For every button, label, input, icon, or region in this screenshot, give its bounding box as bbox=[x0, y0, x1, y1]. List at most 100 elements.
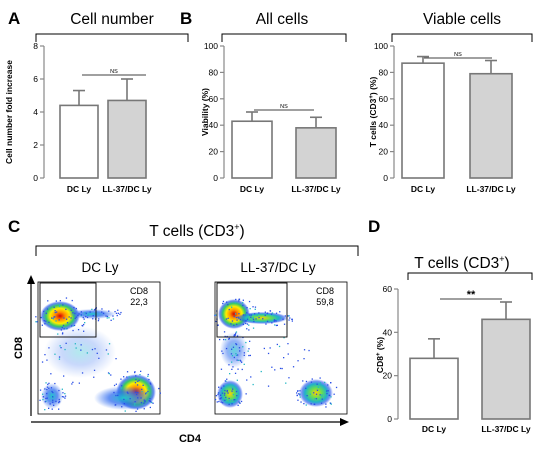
viable-cells-bar-0 bbox=[401, 62, 445, 179]
flow0-event-3-55 bbox=[115, 394, 117, 397]
cd8-percent-chart: T cells (CD3+) CD8+ (%) ** DC Ly LL-37/D… bbox=[375, 254, 533, 434]
flow0-event-4-25 bbox=[72, 381, 74, 383]
flow1-event-1-42 bbox=[264, 311, 266, 313]
flow0-event-0-11 bbox=[77, 314, 79, 317]
flow-plot-dc-ly: DC Ly CD8 22,3 CD8 bbox=[13, 260, 161, 415]
flow0-event-4-4 bbox=[108, 343, 111, 345]
flow-dc-ly-cd8-tail bbox=[68, 309, 116, 319]
flow1-event-5-16 bbox=[281, 367, 283, 370]
flow0-event-1-29 bbox=[110, 319, 112, 321]
flow0-event-3-42 bbox=[127, 392, 129, 394]
flow0-event-0-34 bbox=[70, 309, 72, 312]
flow0-event-2-13 bbox=[64, 395, 67, 397]
flow0-event-4-33 bbox=[46, 359, 48, 361]
flow1-event-3-21 bbox=[224, 399, 226, 401]
flow1-event-3-10 bbox=[225, 398, 228, 401]
flow1-event-1-34 bbox=[265, 323, 267, 325]
flow1-event-3-6 bbox=[217, 393, 219, 396]
flow1-event-3-42 bbox=[235, 390, 238, 393]
flow1-event-0-53 bbox=[250, 314, 253, 316]
flow1-event-4-3 bbox=[318, 383, 321, 386]
flow1-event-3-37 bbox=[226, 378, 228, 380]
panel-letter-a: A bbox=[8, 9, 20, 28]
flow0-event-4-6 bbox=[80, 349, 82, 351]
flow0-event-3-19 bbox=[158, 387, 160, 390]
flow0-event-0-36 bbox=[47, 300, 49, 302]
flow1-event-1-41 bbox=[289, 317, 291, 319]
flow0-event-4-38 bbox=[63, 375, 65, 377]
flow0-event-3-22 bbox=[134, 404, 136, 406]
flow0-event-4-3 bbox=[107, 372, 110, 374]
viable-cells-bar-1 bbox=[469, 72, 513, 179]
flow1-event-0-35 bbox=[238, 317, 240, 319]
flow0-event-2-27 bbox=[48, 387, 50, 389]
viable-cells-tick-label-1: 20 bbox=[379, 147, 389, 157]
cell-number-tick-label-0: 0 bbox=[33, 173, 38, 183]
flow0-event-1-3 bbox=[68, 316, 70, 318]
flow0-event-2-0 bbox=[58, 389, 60, 392]
flow0-event-3-26 bbox=[128, 376, 130, 378]
flow1-event-4-50 bbox=[299, 396, 301, 398]
flow1-event-5-20 bbox=[283, 337, 285, 339]
flow1-event-1-3 bbox=[246, 323, 249, 325]
flow0-event-3-66 bbox=[142, 384, 144, 386]
flow1-event-4-44 bbox=[313, 392, 315, 394]
flow0-event-0-59 bbox=[80, 315, 82, 317]
flow1-event-4-16 bbox=[327, 384, 329, 386]
flow0-event-2-25 bbox=[45, 400, 47, 402]
flow1-event-3-35 bbox=[233, 399, 235, 401]
cell-number-significance: NS bbox=[110, 69, 118, 75]
flow1-event-0-57 bbox=[228, 308, 230, 311]
flow1-event-3-36 bbox=[230, 399, 233, 401]
flow0-event-1-27 bbox=[91, 308, 93, 310]
flow0-event-3-61 bbox=[135, 379, 137, 381]
flow1-event-2-22 bbox=[235, 343, 237, 345]
flow-plot-ll37-dc-ly: LL-37/DC Ly CD8 59,8 bbox=[214, 260, 348, 415]
flow0-event-0-56 bbox=[35, 321, 37, 323]
flow0-event-2-39 bbox=[48, 382, 50, 384]
flow-ll37-gate-label: CD8 bbox=[316, 286, 334, 296]
cd8-percent-tick-label-3: 60 bbox=[383, 284, 393, 294]
flow0-event-4-31 bbox=[98, 357, 100, 359]
flow0-event-0-23 bbox=[61, 333, 64, 335]
viable-cells-ylabel-end: ) (%) bbox=[368, 77, 378, 96]
flow0-event-2-36 bbox=[50, 387, 53, 389]
flow0-event-4-11 bbox=[74, 343, 76, 345]
flow1-event-1-44 bbox=[288, 315, 290, 317]
flow1-event-0-44 bbox=[252, 317, 254, 319]
flow1-event-0-24 bbox=[246, 313, 248, 316]
flow0-event-0-58 bbox=[65, 297, 68, 299]
flow1-event-5-5 bbox=[237, 354, 239, 356]
viable-cells-significance: NS bbox=[454, 52, 462, 58]
all-cells-tick-label-1: 20 bbox=[209, 147, 219, 157]
flow0-event-4-21 bbox=[96, 352, 98, 354]
flow0-event-3-9 bbox=[145, 393, 147, 395]
flow0-event-3-68 bbox=[149, 398, 151, 400]
flow1-event-0-40 bbox=[235, 298, 237, 301]
flow0-event-1-14 bbox=[105, 315, 107, 317]
flow1-event-2-25 bbox=[235, 343, 238, 346]
flow1-event-4-37 bbox=[296, 394, 298, 397]
flow1-event-5-29 bbox=[269, 347, 271, 349]
panel-letter-b: B bbox=[180, 9, 192, 28]
flow1-event-1-33 bbox=[271, 312, 274, 314]
flow1-event-4-33 bbox=[298, 393, 300, 395]
flow0-event-4-32 bbox=[105, 349, 108, 351]
cell-number-tick-label-4: 8 bbox=[33, 41, 38, 51]
flow1-event-4-31 bbox=[325, 403, 327, 405]
flow1-event-3-28 bbox=[228, 400, 230, 402]
flow0-event-3-12 bbox=[143, 399, 145, 401]
flow1-event-2-42 bbox=[242, 346, 244, 348]
flow0-event-0-40 bbox=[54, 316, 56, 318]
flow1-event-3-24 bbox=[218, 386, 220, 388]
flow1-event-0-45 bbox=[252, 306, 254, 308]
cell-number-tick-label-3: 6 bbox=[33, 74, 38, 84]
flow1-event-3-30 bbox=[214, 398, 217, 401]
flow-dc-ly-cd4-halo bbox=[94, 386, 154, 410]
flow1-event-1-9 bbox=[282, 318, 284, 320]
flow-ll37-double-negative bbox=[217, 380, 243, 408]
all-cells-bar-0 bbox=[231, 120, 273, 179]
flow1-event-0-54 bbox=[248, 300, 251, 303]
flow0-event-1-35 bbox=[94, 308, 96, 311]
flow1-event-2-21 bbox=[231, 348, 233, 350]
